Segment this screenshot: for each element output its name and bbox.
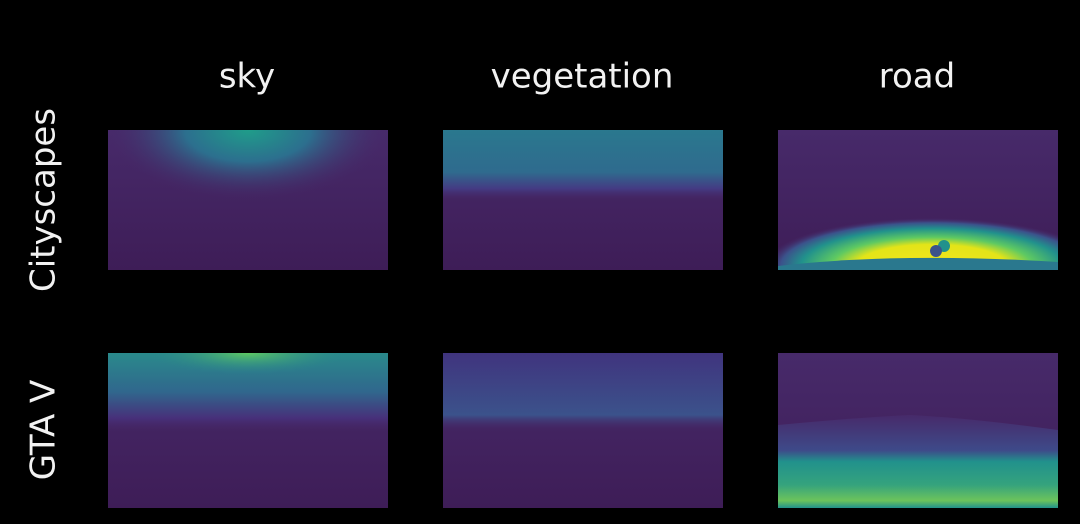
heatmap bbox=[108, 130, 388, 270]
column-label: sky bbox=[219, 57, 275, 97]
heatmap bbox=[443, 130, 723, 270]
row-label: GTA V bbox=[24, 380, 64, 481]
column-label: road bbox=[879, 57, 955, 97]
row-label: Cityscapes bbox=[24, 108, 64, 292]
heatmap bbox=[108, 353, 388, 508]
column-label: vegetation bbox=[491, 57, 674, 97]
heatmap bbox=[778, 353, 1058, 508]
heatmap bbox=[778, 130, 1058, 270]
heatmap bbox=[443, 353, 723, 508]
